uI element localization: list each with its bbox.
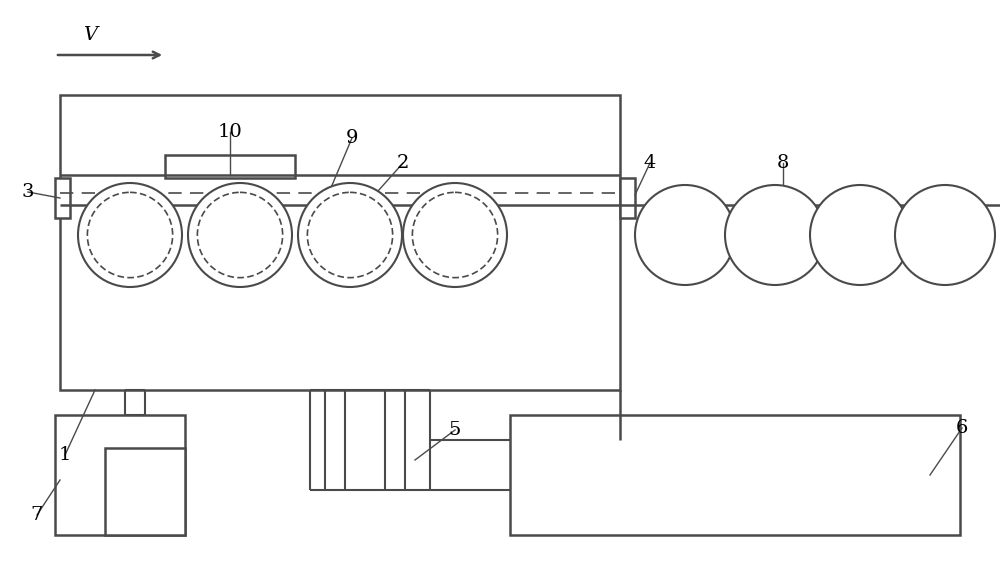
Bar <box>620 178 635 218</box>
Bar <box>510 415 960 535</box>
Ellipse shape <box>87 193 173 278</box>
Ellipse shape <box>188 183 292 287</box>
Text: 8: 8 <box>777 154 789 172</box>
Ellipse shape <box>810 185 910 285</box>
Ellipse shape <box>298 183 402 287</box>
Bar <box>105 448 185 535</box>
Text: 6: 6 <box>956 419 968 437</box>
Bar <box>55 415 185 535</box>
Ellipse shape <box>635 185 735 285</box>
Ellipse shape <box>197 193 283 278</box>
Ellipse shape <box>307 193 393 278</box>
Text: 10: 10 <box>218 123 242 141</box>
Text: 1: 1 <box>59 446 71 464</box>
Bar <box>165 155 295 178</box>
Text: V: V <box>83 26 97 44</box>
Bar <box>60 95 620 390</box>
Ellipse shape <box>412 193 498 278</box>
Ellipse shape <box>895 185 995 285</box>
Ellipse shape <box>403 183 507 287</box>
Text: 7: 7 <box>31 506 43 524</box>
Text: 4: 4 <box>644 154 656 172</box>
Ellipse shape <box>78 183 182 287</box>
Text: 3: 3 <box>22 183 34 201</box>
Text: 5: 5 <box>449 421 461 439</box>
Bar <box>55 178 70 218</box>
Text: 9: 9 <box>346 129 358 147</box>
Text: 2: 2 <box>397 154 409 172</box>
Ellipse shape <box>725 185 825 285</box>
